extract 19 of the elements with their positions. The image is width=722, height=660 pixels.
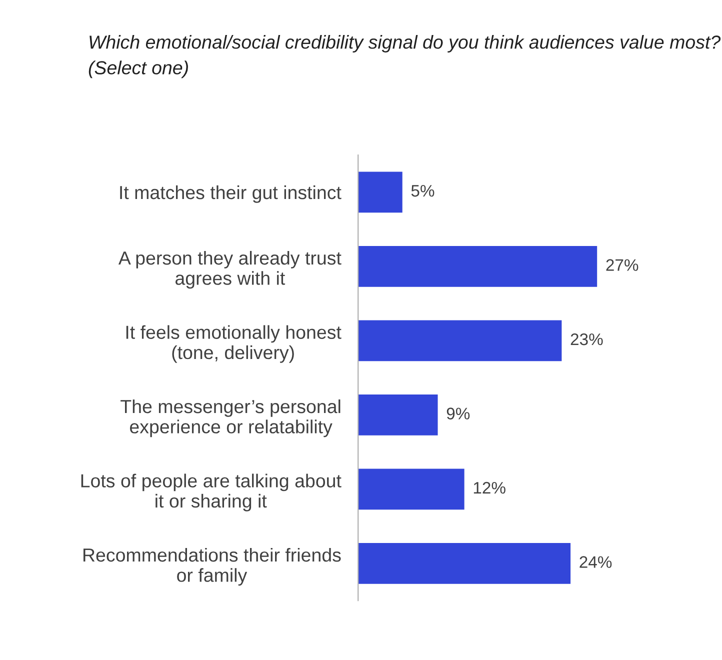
bar	[358, 320, 562, 362]
bar	[358, 543, 571, 584]
data-label: 23%	[570, 333, 603, 346]
data-label: 5%	[411, 184, 434, 197]
bar	[358, 246, 598, 287]
y-tick-label: The messenger’s personal experience or relatability	[120, 399, 340, 438]
data-label: 27%	[606, 259, 638, 271]
y-tick-label: Recommendations their friends or family	[84, 548, 341, 586]
bar	[358, 468, 464, 510]
y-tick-label: It feels emotionally honest (tone, delivery)	[126, 325, 342, 363]
data-label: 9%	[446, 408, 470, 420]
data-label: 24%	[580, 556, 612, 568]
y-tick-label: Lots of people are talking about it or sharing it	[81, 474, 342, 512]
bar	[358, 172, 402, 213]
chart-title: Which emotional/social credibility signal do you think audiences value most? (Select one)	[88, 35, 721, 78]
y-tick-label: It matches their gut instinct	[120, 185, 342, 203]
data-label: 12%	[474, 482, 506, 494]
bar	[358, 394, 438, 436]
y-tick-label: A person they already trust agrees with it	[118, 250, 342, 289]
